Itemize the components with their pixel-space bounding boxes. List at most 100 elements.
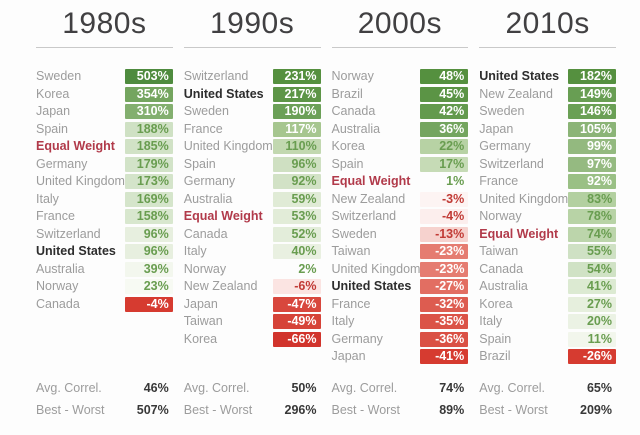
table-row: Japan 105% — [479, 121, 616, 139]
value-chip: 1% — [446, 174, 465, 189]
table-row: France 158% — [36, 208, 173, 226]
country-label: Taiwan — [479, 244, 519, 259]
country-label: Japan — [331, 349, 366, 364]
table-row: Sweden 146% — [479, 103, 616, 121]
country-label: United States — [183, 86, 264, 101]
avg-correl-label: Avg. Correl. — [36, 381, 102, 395]
table-row: Italy 40% — [184, 243, 321, 261]
country-label: Australia — [36, 261, 85, 276]
table-row: Canada 52% — [184, 226, 321, 244]
avg-correl-row: Avg. Correl. 65% — [479, 377, 616, 399]
table-row: Japan 310% — [36, 103, 173, 121]
value-chip: -41% — [420, 349, 469, 365]
stats-block: Avg. Correl. 50% Best - Worst 296% — [184, 377, 321, 421]
value-chip: 78% — [568, 209, 616, 225]
table-row: Taiwan -23% — [332, 243, 469, 261]
value-chip: 310% — [124, 104, 173, 120]
value-chip: -4% — [420, 209, 469, 225]
best-worst-row: Best - Worst 209% — [479, 399, 616, 421]
value-chip: 105% — [568, 121, 616, 137]
country-label: France — [479, 174, 519, 189]
value-chip: 110% — [272, 139, 321, 155]
decade-header: 2000s — [331, 6, 469, 48]
value-chip: 40% — [272, 244, 321, 260]
avg-correl-value: 50% — [291, 381, 317, 395]
country-label: Korea — [331, 139, 365, 154]
best-worst-value: 89% — [439, 403, 465, 417]
country-label: Germany — [36, 156, 88, 171]
value-chip: 23% — [124, 279, 173, 295]
country-label: Norway — [331, 69, 374, 84]
country-label: Equal Weight — [331, 174, 411, 189]
value-chip: 96% — [124, 226, 173, 242]
best-worst-row: Best - Worst 89% — [332, 399, 469, 421]
country-label: Italy — [36, 191, 59, 206]
value-chip: 36% — [420, 121, 469, 137]
table-row: Australia 39% — [36, 261, 173, 279]
value-chip: -26% — [568, 349, 616, 365]
table-row: Norway 48% — [332, 68, 469, 86]
table-row: New Zealand -3% — [332, 191, 469, 209]
value-chip: 42% — [420, 104, 469, 120]
country-label: United Kingdom — [479, 191, 569, 206]
country-label: Korea — [36, 86, 70, 101]
best-worst-value: 296% — [284, 403, 317, 417]
country-label: Taiwan — [331, 244, 371, 259]
country-label: Sweden — [36, 69, 82, 84]
decade-column-1980s: 1980s Sweden 503% Korea 354% Japan 310% Spain 1… — [36, 6, 173, 421]
country-label: Canada — [479, 261, 524, 276]
value-chip: 146% — [568, 104, 616, 120]
country-label: Italy — [183, 244, 207, 259]
table-row: Germany -36% — [332, 331, 469, 349]
value-chip: 97% — [568, 156, 616, 172]
value-chip: -49% — [272, 314, 321, 330]
decade-header: 1990s — [183, 6, 321, 48]
best-worst-label: Best - Worst — [36, 403, 105, 417]
value-chip: 83% — [568, 191, 617, 207]
table-row: Switzerland -4% — [332, 208, 469, 226]
table-row: France -32% — [332, 296, 469, 314]
value-chip: 179% — [124, 156, 173, 172]
value-chip: 48% — [420, 69, 469, 85]
country-label: United Kingdom — [183, 139, 273, 154]
country-label: Switzerland — [331, 209, 397, 224]
value-chip: 217% — [272, 86, 321, 102]
value-chip: 92% — [568, 174, 616, 190]
avg-correl-row: Avg. Correl. 74% — [332, 377, 469, 399]
country-label: Switzerland — [183, 69, 249, 84]
country-label: Australia — [331, 121, 381, 136]
country-rows: Switzerland 231% United States 217% Sweden 19… — [184, 68, 321, 366]
table-row: Spain 188% — [36, 121, 173, 139]
table-row: Norway 2% — [184, 261, 321, 279]
country-label: Brazil — [479, 349, 511, 364]
table-row: Germany 92% — [184, 173, 321, 191]
country-label: Norway — [183, 261, 227, 276]
value-chip: 503% — [124, 69, 173, 85]
country-rows: United States 182% New Zealand 149% Sweden 14… — [479, 68, 617, 366]
value-chip: 45% — [420, 86, 469, 102]
avg-correl-row: Avg. Correl. 46% — [36, 377, 173, 399]
avg-correl-label: Avg. Correl. — [479, 381, 546, 395]
country-label: Spain — [331, 156, 364, 171]
table-row: Spain 96% — [184, 156, 321, 174]
country-label: United States — [479, 69, 560, 84]
country-label: Equal Weight — [36, 139, 115, 154]
value-chip: 59% — [272, 191, 321, 207]
country-label: Australia — [183, 191, 233, 206]
best-worst-row: Best - Worst 507% — [36, 399, 173, 421]
value-chip: -35% — [420, 314, 469, 330]
country-label: Equal Weight — [479, 226, 559, 241]
value-chip: 54% — [568, 261, 616, 277]
table-row: Canada 54% — [479, 261, 616, 279]
decade-column-2000s: 2000s Norway 48% Brazil 45% Canada 42% Austral… — [331, 6, 469, 421]
value-chip: 149% — [568, 86, 616, 102]
value-chip: 169% — [124, 191, 173, 207]
country-label: New Zealand — [183, 279, 258, 294]
table-row: Equal Weight 1% — [332, 173, 469, 191]
value-chip: 74% — [568, 226, 616, 242]
country-rows: Norway 48% Brazil 45% Canada 42% Australia 36% K… — [332, 68, 469, 366]
country-label: Canada — [331, 104, 376, 119]
table-row: Taiwan -49% — [184, 313, 321, 331]
value-chip: 188% — [124, 121, 173, 137]
value-chip: -32% — [420, 296, 469, 312]
